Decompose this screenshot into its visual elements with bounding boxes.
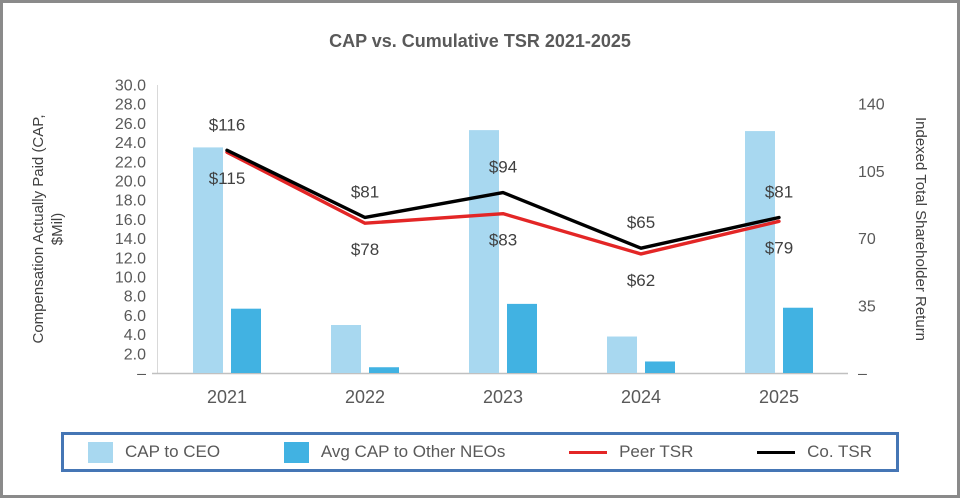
bar-avg-cap-to-other-neos-2023 [507, 303, 537, 373]
left-axis-tick-label: 28.0 [115, 97, 146, 114]
left-axis-tick-label: 22.0 [115, 154, 146, 171]
x-axis-category-label: 2021 [207, 387, 247, 407]
left-axis-tick-label: 20.0 [115, 174, 146, 191]
data-label-co-tsr-2024: $65 [627, 213, 655, 232]
right-axis-title: Indexed Total Shareholder Return [912, 117, 929, 341]
left-axis-tick-label: 16.0 [115, 212, 146, 229]
x-axis-category-label: 2023 [483, 387, 523, 407]
left-axis-tick-label: 24.0 [115, 135, 146, 152]
chart-legend: CAP to CEO Avg CAP to Other NEOs Peer TS… [61, 432, 899, 472]
line-peer-tsr [225, 150, 781, 256]
legend-swatch-avg-cap-neos-icon [283, 441, 309, 463]
bar-avg-cap-to-other-neos-2024 [645, 361, 675, 373]
right-axis-tick-label: 70 [858, 231, 876, 248]
data-label-co-tsr-2021: $116 [209, 115, 246, 134]
data-label-peer-tsr-2023: $83 [489, 231, 517, 250]
bar-avg-cap-to-other-neos-2025 [783, 307, 813, 373]
data-label-peer-tsr-2024: $62 [627, 271, 655, 290]
left-axis-tick-label: 18.0 [115, 193, 146, 210]
right-axis-zero-tick: – [858, 366, 867, 383]
legend-swatch-cap-to-ceo-icon [88, 441, 113, 463]
data-label-peer-tsr-2021: $115 [209, 169, 246, 188]
legend-item-cap-to-ceo: CAP to CEO [88, 441, 221, 463]
left-axis-tick-label: 6.0 [124, 308, 146, 325]
x-axis-category-label: 2024 [621, 387, 661, 407]
left-axis-title: Compensation Actually Paid (CAP, $Mil) [30, 114, 66, 343]
bar-avg-cap-to-other-neos-2022 [369, 367, 399, 373]
left-axis-tick-label: 12.0 [115, 250, 146, 267]
chart-title: CAP vs. Cumulative TSR 2021-2025 [329, 31, 631, 51]
data-label-co-tsr-2022: $81 [351, 182, 379, 201]
legend-swatch-co-tsr-line-icon [757, 450, 796, 454]
data-label-co-tsr-2025: $81 [765, 182, 793, 201]
left-axis-tick-label: 10.0 [115, 270, 146, 287]
bar-cap-to-ceo-2025 [745, 131, 775, 373]
legend-swatch-peer-tsr-line-icon [569, 450, 608, 454]
bar-cap-to-ceo-2022 [331, 325, 361, 373]
bar-cap-to-ceo-2023 [469, 130, 499, 373]
legend-item-avg-cap-neos: Avg CAP to Other NEOs [283, 441, 506, 463]
left-axis-tick-label: 30.0 [115, 78, 146, 95]
chart-canvas: 30.0 28.0 26.0 24.0 22.0 20.0 18.0 16.0 14.0 12.0… [30, 78, 929, 408]
x-axis-category-label: 2022 [345, 387, 385, 407]
left-axis-tick-label: 14.0 [115, 231, 146, 248]
bar-avg-cap-to-other-neos-2021 [231, 308, 261, 373]
left-axis-tick-label: 4.0 [124, 327, 146, 344]
left-axis-tick-label: 8.0 [124, 289, 146, 306]
legend-item-peer-tsr: Peer TSR [569, 442, 693, 462]
bar-cap-to-ceo-2021 [193, 147, 223, 373]
data-label-peer-tsr-2025: $79 [765, 238, 793, 257]
line-co-tsr [225, 148, 781, 250]
legend-label-co-tsr: Co. TSR [807, 442, 872, 461]
data-label-peer-tsr-2022: $78 [351, 240, 379, 259]
right-axis-tick-label: 35 [858, 298, 876, 315]
bar-cap-to-ceo-2024 [607, 336, 637, 373]
legend-label-peer-tsr: Peer TSR [619, 442, 694, 461]
right-axis-tick-label: 140 [858, 97, 885, 114]
right-axis-tick-label: 105 [858, 164, 885, 181]
legend-item-co-tsr: Co. TSR [757, 442, 872, 462]
left-axis-zero-tick: – [137, 366, 146, 383]
left-axis-tick-label: 2.0 [124, 346, 146, 363]
legend-label-avg-cap-neos: Avg CAP to Other NEOs [320, 442, 506, 461]
left-axis-tick-label: 26.0 [115, 116, 146, 133]
data-label-co-tsr-2023: $94 [489, 158, 517, 177]
legend-label-cap-to-ceo: CAP to CEO [125, 442, 221, 461]
x-axis-category-label: 2025 [759, 387, 799, 407]
